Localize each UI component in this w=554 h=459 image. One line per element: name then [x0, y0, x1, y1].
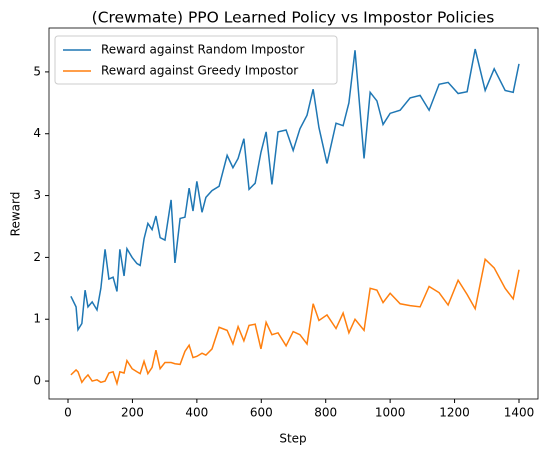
y-tick-label: 2 [33, 250, 41, 264]
plot-frame [48, 27, 539, 400]
series-line [70, 257, 520, 387]
x-tick-label: 0 [64, 406, 72, 420]
y-axis-label: Reward [9, 192, 23, 237]
x-tick-label: 600 [250, 406, 273, 420]
x-tick-label: 800 [314, 406, 337, 420]
y-tick-label: 1 [33, 312, 41, 326]
y-tick-label: 0 [33, 374, 41, 388]
legend-label: Reward against Random Impostor [101, 43, 305, 57]
legend-box [54, 35, 338, 85]
y-tick-label: 4 [33, 126, 41, 140]
y-tick-label: 3 [33, 188, 41, 202]
x-tick-label: 400 [185, 406, 208, 420]
x-tick-label: 1000 [375, 406, 406, 420]
x-axis-label: Step [279, 432, 306, 446]
series-line [70, 48, 520, 333]
x-tick-label: 200 [121, 406, 144, 420]
legend-label: Reward against Greedy Impostor [101, 64, 298, 78]
x-tick-label: 1200 [439, 406, 470, 420]
x-tick-label: 1400 [504, 406, 535, 420]
chart-title: (Crewmate) PPO Learned Policy vs Imposto… [92, 9, 495, 27]
y-tick-label: 5 [33, 64, 41, 78]
